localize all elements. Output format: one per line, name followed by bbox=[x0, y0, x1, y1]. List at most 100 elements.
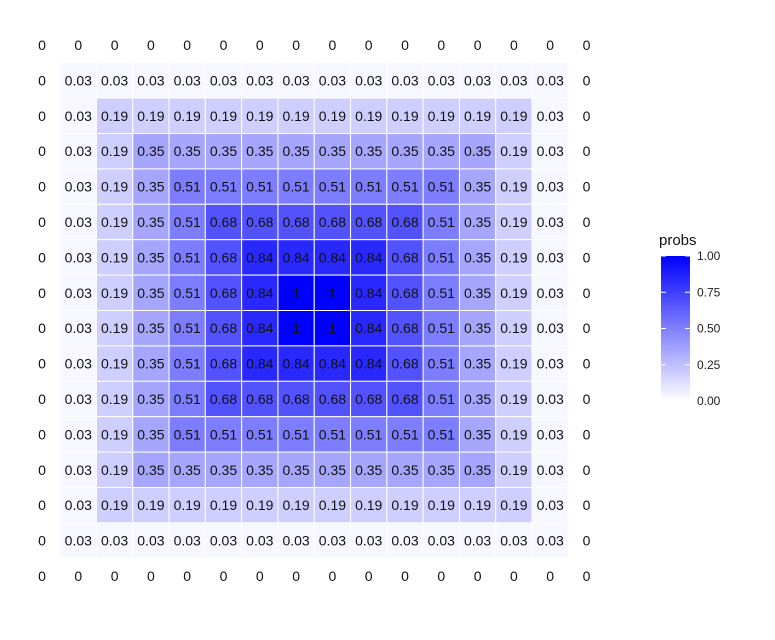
heatmap-cell bbox=[23, 239, 61, 276]
cell-value-label: 0.51 bbox=[174, 179, 201, 195]
heatmap-cell bbox=[386, 62, 424, 99]
cell-value-label: 0.51 bbox=[428, 426, 455, 442]
cell-value-label: 0.19 bbox=[500, 320, 527, 336]
cell-value-label: 0.19 bbox=[101, 179, 128, 195]
heatmap-cell bbox=[458, 345, 497, 382]
cell-value-label: 0 bbox=[147, 568, 155, 584]
heatmap-cell bbox=[350, 522, 388, 559]
cell-value-label: 0.03 bbox=[537, 214, 564, 230]
cell-value-label: 0.19 bbox=[464, 497, 491, 513]
heatmap-cell bbox=[95, 522, 134, 559]
heatmap-cell bbox=[531, 274, 569, 312]
heatmap-cell bbox=[95, 168, 134, 205]
cell-value-label: 0 bbox=[38, 533, 46, 549]
heatmap-cell bbox=[241, 274, 279, 312]
heatmap-cell bbox=[458, 133, 497, 170]
cell-value-label: 0.35 bbox=[137, 320, 164, 336]
cell-value-label: 0.68 bbox=[391, 249, 418, 265]
heatmap-cell bbox=[567, 451, 606, 489]
heatmap-cell bbox=[531, 168, 569, 205]
heatmap-cell bbox=[458, 62, 497, 99]
cell-value-label: 0.03 bbox=[65, 143, 92, 159]
cell-value-label: 0.19 bbox=[500, 285, 527, 301]
heatmap-cell bbox=[132, 522, 170, 559]
cell-value-label: 1 bbox=[292, 320, 300, 336]
cell-value-label: 0.35 bbox=[246, 462, 273, 478]
cell-value-label: 0.19 bbox=[355, 108, 382, 124]
heatmap-cell bbox=[567, 203, 606, 241]
cell-value-label: 0.19 bbox=[428, 108, 455, 124]
heatmap-cell bbox=[531, 62, 569, 99]
cell-value-label: 0.35 bbox=[355, 462, 382, 478]
cell-value-label: 0.03 bbox=[65, 179, 92, 195]
heatmap-cell bbox=[277, 274, 315, 312]
cell-value-label: 0.19 bbox=[464, 108, 491, 124]
cell-value-label: 0 bbox=[583, 249, 591, 265]
heatmap-cell bbox=[204, 168, 243, 205]
cell-value-label: 0 bbox=[220, 37, 228, 53]
heatmap-cell bbox=[204, 416, 243, 453]
heatmap-cell bbox=[495, 310, 533, 347]
cell-value-label: 0.19 bbox=[101, 391, 128, 407]
cell-value-label: 0.35 bbox=[464, 214, 491, 230]
heatmap-cell bbox=[132, 310, 170, 347]
heatmap-cell bbox=[386, 274, 424, 312]
cell-value-label: 0.03 bbox=[537, 72, 564, 88]
cell-value-label: 0.35 bbox=[137, 179, 164, 195]
cell-value-label: 0 bbox=[437, 568, 445, 584]
cell-value-label: 0.03 bbox=[210, 533, 237, 549]
heatmap-cell bbox=[458, 97, 497, 134]
cell-value-label: 0.19 bbox=[500, 143, 527, 159]
heatmap-cell bbox=[567, 310, 606, 347]
cell-value-label: 0.03 bbox=[537, 426, 564, 442]
cell-value-label: 0 bbox=[474, 37, 482, 53]
heatmap-cell bbox=[495, 239, 533, 276]
cell-value-label: 1 bbox=[329, 285, 337, 301]
heatmap-cell bbox=[241, 557, 279, 595]
cell-value-label: 0.03 bbox=[537, 497, 564, 513]
cell-value-label: 0.03 bbox=[464, 72, 491, 88]
heatmap-cell bbox=[204, 62, 243, 99]
heatmap-cell bbox=[59, 557, 97, 595]
cell-value-label: 0.19 bbox=[210, 108, 237, 124]
cell-value-label: 0.35 bbox=[174, 462, 201, 478]
heatmap-cell bbox=[59, 487, 97, 524]
heatmap-cell bbox=[168, 345, 206, 382]
cell-value-label: 0.03 bbox=[391, 72, 418, 88]
cell-value-label: 0 bbox=[583, 426, 591, 442]
heatmap-cell bbox=[168, 416, 206, 453]
heatmap-cell bbox=[95, 62, 134, 99]
cell-value-label: 0 bbox=[147, 37, 155, 53]
cell-value-label: 0 bbox=[38, 462, 46, 478]
cell-value-label: 0 bbox=[583, 568, 591, 584]
cell-value-label: 0.03 bbox=[537, 179, 564, 195]
cell-value-label: 0 bbox=[583, 356, 591, 372]
heatmap-cell bbox=[204, 487, 243, 524]
cell-value-label: 0.68 bbox=[391, 285, 418, 301]
cell-value-label: 0.35 bbox=[282, 143, 309, 159]
heatmap-cell bbox=[386, 416, 424, 453]
cell-value-label: 0.03 bbox=[101, 533, 128, 549]
cell-value-label: 0.35 bbox=[137, 356, 164, 372]
cell-value-label: 0.84 bbox=[246, 320, 273, 336]
heatmap-cell bbox=[59, 239, 97, 276]
heatmap-cell bbox=[567, 97, 606, 134]
cell-value-label: 0.35 bbox=[428, 143, 455, 159]
cell-value-label: 0.19 bbox=[282, 108, 309, 124]
cell-value-label: 0.51 bbox=[391, 426, 418, 442]
legend-tick-label: 0.00 bbox=[697, 394, 721, 408]
cell-value-label: 0.35 bbox=[464, 391, 491, 407]
cell-value-label: 0.03 bbox=[319, 72, 346, 88]
legend-title: probs bbox=[659, 232, 697, 249]
heatmap-cell bbox=[277, 557, 315, 595]
cell-value-label: 0.03 bbox=[500, 72, 527, 88]
heatmap-cell bbox=[59, 522, 97, 559]
heatmap-cell-labels: 0 0 0 0 0 0 0 0 0 0 0 0 0 0 0 0 0 0.03 0.03 0.03 0.03 0.03 0.0… bbox=[38, 37, 591, 584]
cell-value-label: 0.03 bbox=[174, 72, 201, 88]
cell-value-label: 0.19 bbox=[137, 497, 164, 513]
cell-value-label: 0.84 bbox=[355, 356, 382, 372]
heatmap-cell bbox=[59, 451, 97, 489]
cell-value-label: 0.68 bbox=[355, 214, 382, 230]
heatmap-cell bbox=[277, 203, 315, 241]
legend-tick-label: 0.50 bbox=[697, 322, 721, 336]
